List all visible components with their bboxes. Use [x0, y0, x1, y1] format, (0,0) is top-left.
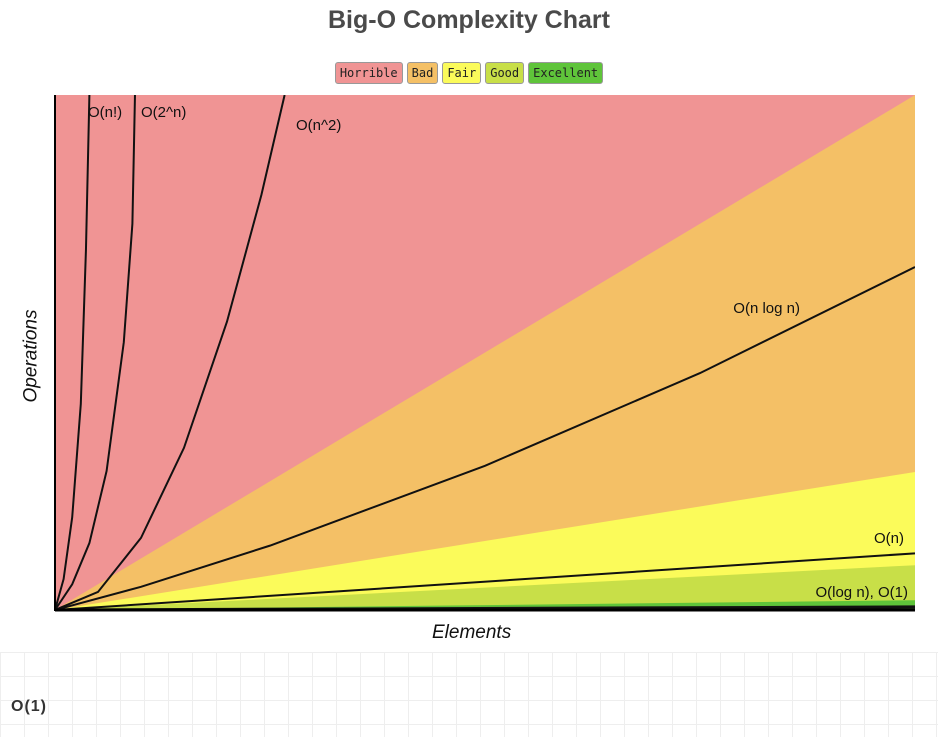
legend-item-excellent: Excellent	[528, 62, 604, 84]
x-axis-label: Elements	[432, 622, 512, 643]
footer-text: O(1)	[11, 698, 47, 715]
region-bad	[55, 95, 915, 610]
grid-background	[0, 652, 938, 737]
region-fair	[55, 471, 915, 610]
chart-plot: O(n!) O(2^n) O(n^2) O(n log n) O(n) O(log n),…	[54, 95, 915, 612]
chart-title: Big-O Complexity Chart	[328, 6, 610, 34]
series-label: O(log n), O(1)	[815, 584, 908, 601]
region-good	[55, 565, 915, 610]
series-line-0	[55, 95, 91, 610]
series-label: O(n)	[874, 530, 904, 547]
series-line-2	[55, 95, 286, 610]
series-label: O(n log n)	[733, 300, 800, 317]
legend-item-fair: Fair	[442, 62, 482, 84]
series-label: O(2^n)	[141, 104, 186, 121]
legend-item-horrible: Horrible	[334, 62, 403, 84]
series-line-4	[55, 552, 915, 610]
series-label: O(n^2)	[296, 117, 341, 134]
legend: Horrible Bad Fair Good Excellent	[0, 62, 938, 84]
y-axis-label: Operations	[20, 309, 42, 403]
series-label: O(n!)	[88, 104, 122, 121]
series-line-3	[55, 266, 915, 610]
legend-item-bad: Bad	[406, 62, 439, 84]
series-line-1	[55, 95, 136, 610]
legend-item-good: Good	[485, 62, 525, 84]
